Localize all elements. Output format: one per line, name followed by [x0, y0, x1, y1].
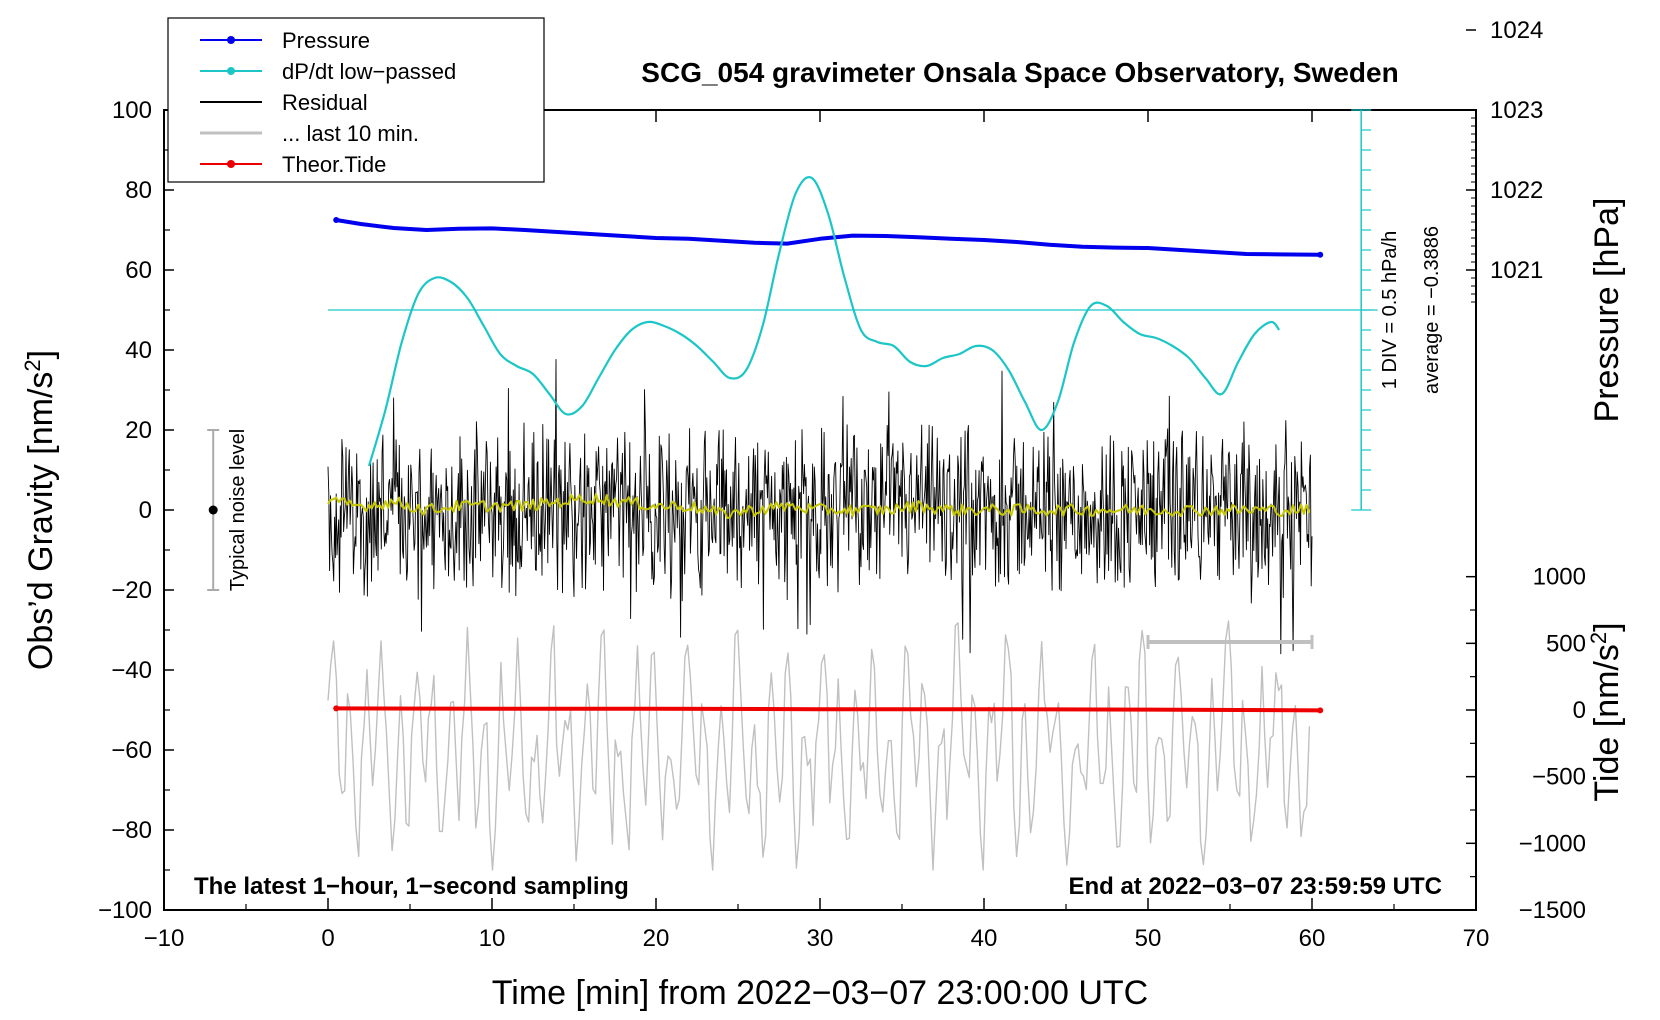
noise-bar-center: [208, 505, 218, 515]
dpdt-line: [367, 176, 1281, 467]
tide-tick-label: −500: [1532, 764, 1586, 791]
y-tick-label: 20: [125, 417, 152, 444]
div-label: 1 DIV = 0.5 hPa/h: [1379, 231, 1401, 389]
axis-ticks: −10 0 10 20 30 40 50 60 70−100−80−60−40−20020406…: [98, 17, 1586, 952]
y-tick-label: 0: [139, 497, 152, 524]
y-tick-label: −60: [111, 737, 152, 764]
tide-tick-label: 500: [1546, 630, 1586, 657]
annotations: [207, 429, 1314, 649]
legend-box: [167, 17, 545, 183]
note-right-bottom: End at 2022−03−07 23:59:59 UTC: [1068, 873, 1442, 900]
legend-label: Theor.Tide: [282, 152, 386, 177]
residual-smoothed-line: [327, 493, 1311, 519]
tide-tick-label: 0: [1573, 697, 1586, 724]
pressure-tick-label: 1024: [1490, 17, 1543, 44]
x-tick-label: 40: [971, 925, 998, 952]
x-tick-label: −10: [144, 925, 185, 952]
pressure-start-point: [333, 217, 340, 223]
x-tick-label: 0: [321, 925, 334, 952]
tide-tick-label: −1000: [1519, 830, 1586, 857]
y-axis-title-tide: Tide [nm/s2]: [1586, 622, 1626, 801]
pressure-line: [335, 218, 1321, 257]
legend-label: ... last 10 min.: [282, 121, 419, 146]
y-tick-label: −40: [111, 657, 152, 684]
note-left-bottom: The latest 1−hour, 1−second sampling: [194, 873, 629, 900]
theor-tide-series: [333, 705, 1324, 714]
theor-tide-line: [336, 706, 1321, 713]
average-label: average = −0.3886: [1421, 226, 1443, 394]
pressure-tick-label: 1023: [1490, 97, 1543, 124]
y-axis-title-tide-close: ]: [1588, 622, 1626, 631]
y-axis-title-left-close: ]: [22, 350, 60, 359]
dpdt-series: [328, 109, 1378, 511]
tide-tick-label: 1000: [1533, 564, 1586, 591]
y-tick-label: 80: [125, 177, 152, 204]
y-tick-label: 100: [112, 97, 152, 124]
x-tick-label: 60: [1299, 925, 1326, 952]
legend-entries: Pressure dP/dt low−passed Residual ... last…: [200, 28, 456, 177]
pressure-end-point: [1317, 251, 1324, 258]
last-10-min-line: [327, 620, 1311, 871]
y-tick-label: −100: [98, 897, 152, 924]
x-tick-label: 70: [1463, 925, 1490, 952]
theor-tide-start-point: [333, 705, 340, 712]
y-tick-label: −80: [111, 817, 152, 844]
residual-series: [327, 358, 1313, 655]
chart-title: SCG_054 gravimeter Onsala Space Observat…: [641, 57, 1398, 88]
x-tick-label: 50: [1135, 925, 1162, 952]
legend: Pressure dP/dt low−passed Residual ... last…: [167, 17, 545, 183]
theor-tide-end-point: [1317, 707, 1324, 714]
y-tick-label: 60: [125, 257, 152, 284]
x-axis-title: Time [min] from 2022−03−07 23:00:00 UTC: [492, 974, 1148, 1012]
x-tick-label: 10: [479, 925, 506, 952]
pressure-tick-label: 1022: [1490, 177, 1543, 204]
legend-marker: [227, 36, 235, 44]
noise-label: Typical noise level: [227, 429, 249, 591]
residual-smoothed-series: [327, 493, 1311, 519]
y-axis-title-left: Obs’d Gravity [nm/s2]: [20, 350, 60, 670]
residual-line: [327, 358, 1313, 655]
y-axis-title-left-text: Obs’d Gravity [nm/s: [22, 372, 60, 671]
x-tick-label: 30: [807, 925, 834, 952]
y-axis-title-left-sup: 2: [20, 359, 45, 371]
x-tick-label: 20: [643, 925, 670, 952]
legend-label: Residual: [282, 90, 368, 115]
legend-label: Pressure: [282, 28, 370, 53]
pressure-tick-label: 1021: [1490, 257, 1543, 284]
tide-tick-label: −1500: [1519, 897, 1586, 924]
last-10-min-series: [327, 620, 1311, 871]
y-axis-title-tide-text: Tide [nm/s: [1588, 644, 1626, 801]
pressure-series: [333, 217, 1324, 258]
legend-marker: [227, 160, 235, 168]
y-axis-title-tide-sup: 2: [1586, 632, 1611, 644]
y-tick-label: 40: [125, 337, 152, 364]
legend-marker: [227, 67, 235, 75]
y-tick-label: −20: [111, 577, 152, 604]
legend-label: dP/dt low−passed: [282, 59, 456, 84]
y-axis-title-pressure: Pressure [hPa]: [1588, 198, 1626, 423]
